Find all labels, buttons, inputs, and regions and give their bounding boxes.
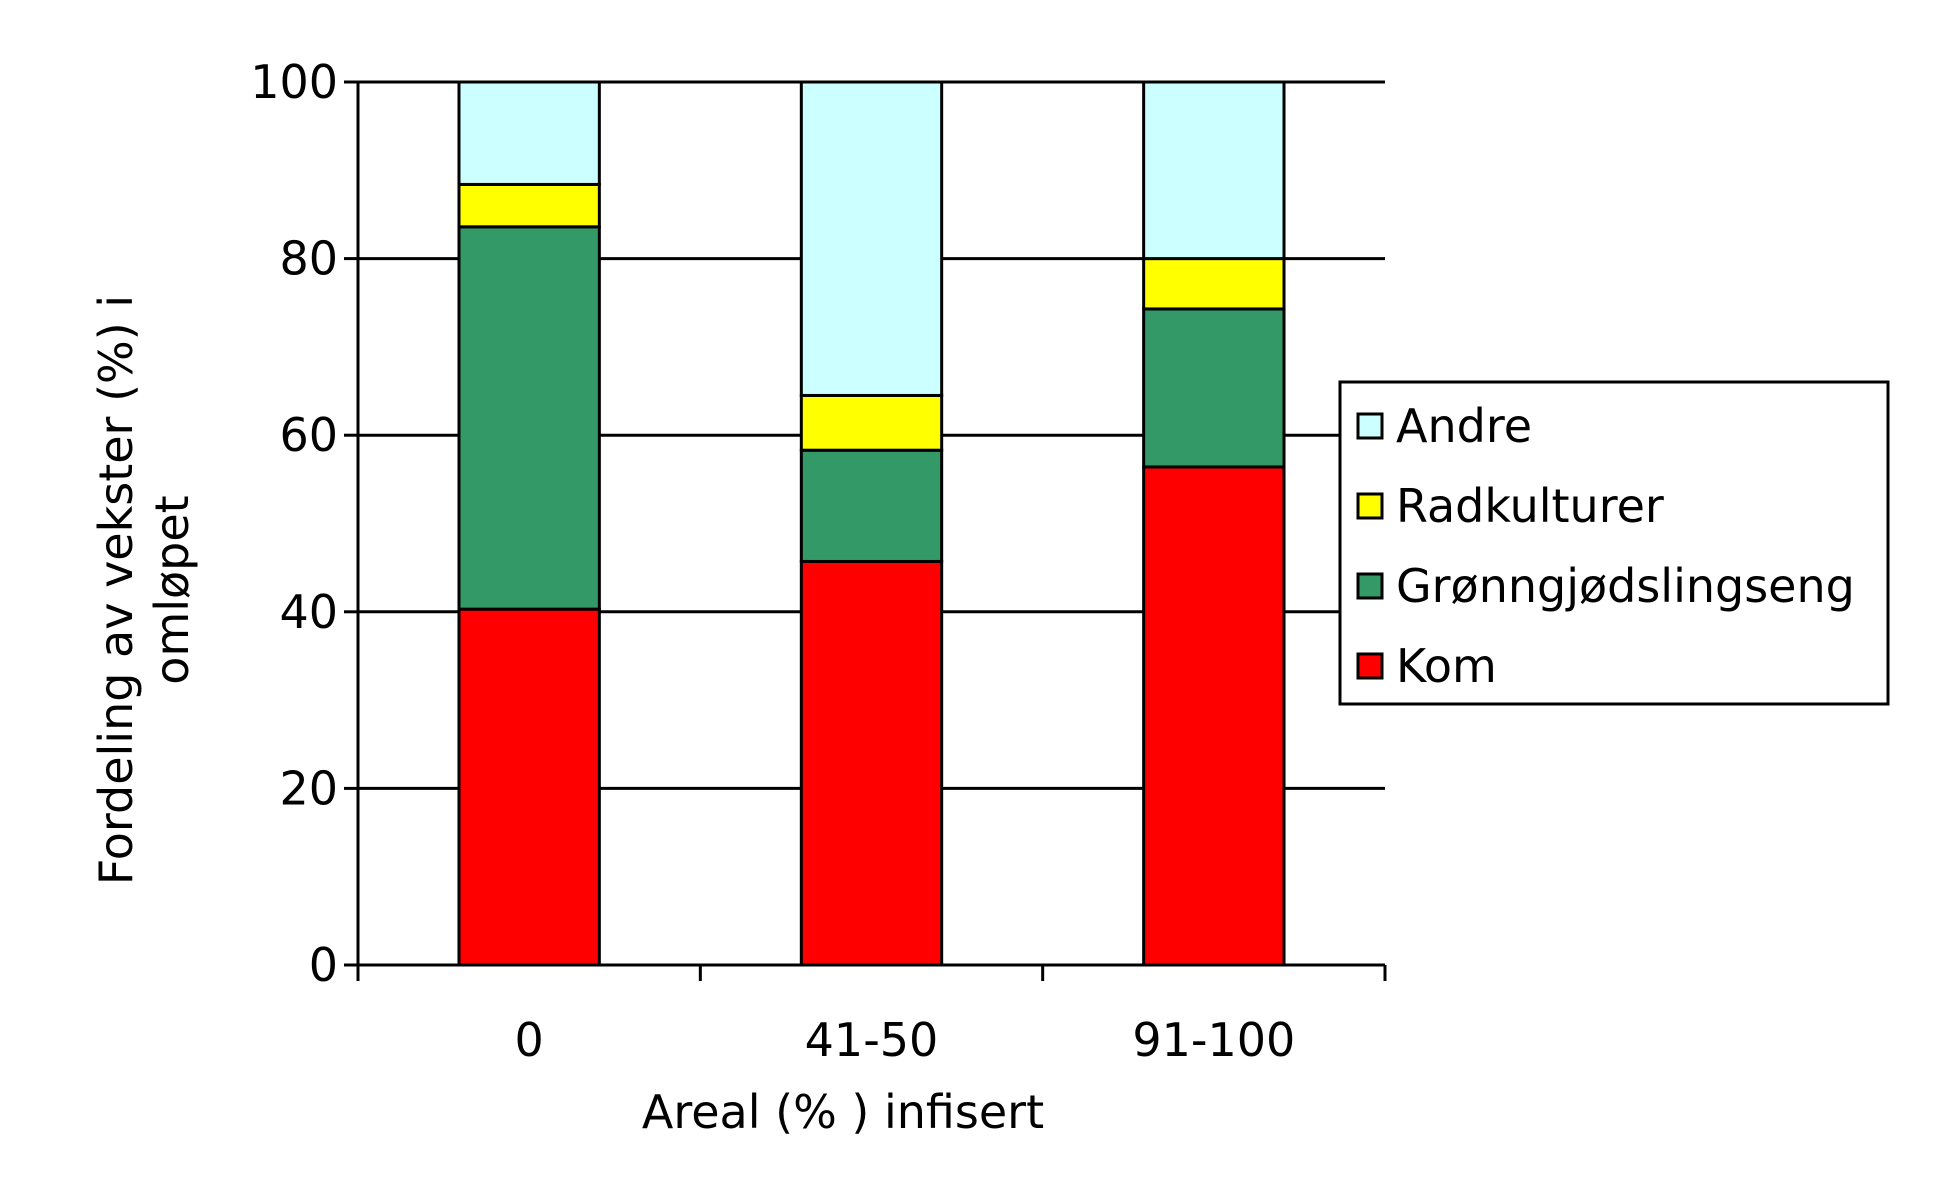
bar-andre-0 xyxy=(457,80,601,186)
bar-andre-41-50 xyxy=(799,80,944,397)
bar-radkulturer-91-100 xyxy=(1142,257,1286,311)
x-axis-label: Areal (% ) infisert xyxy=(642,1085,1044,1139)
y-axis-label-line-1: Fordeling av vekster (%) i xyxy=(89,295,143,885)
x-tick-label: 0 xyxy=(515,1013,544,1067)
bars xyxy=(457,80,1286,967)
bar-grønngjødslingseng-91-100 xyxy=(1142,307,1286,469)
y-tick-label: 0 xyxy=(309,938,338,992)
legend-label: Andre xyxy=(1396,399,1532,453)
bar-radkulturer-41-50 xyxy=(799,393,944,452)
bar-kom-91-100 xyxy=(1142,465,1286,967)
legend-label: Radkulturer xyxy=(1396,479,1664,533)
legend-box xyxy=(1338,380,1890,706)
bar-grønngjødslingseng-0 xyxy=(457,225,601,611)
legend: Andre Radkulturer Grønngjødslingseng Kom xyxy=(1338,380,1890,706)
y-tick-label: 20 xyxy=(279,761,338,815)
legend-swatch-radkulturer xyxy=(1356,492,1384,520)
bar-radkulturer-0 xyxy=(457,182,601,229)
bar-grønngjødslingseng-41-50 xyxy=(799,448,944,563)
y-tick-label: 80 xyxy=(279,232,338,286)
bar-andre-91-100 xyxy=(1142,80,1286,261)
bar-kom-41-50 xyxy=(799,559,944,967)
x-tick-label: 91-100 xyxy=(1132,1013,1295,1067)
bar-kom-0 xyxy=(457,607,601,967)
legend-swatch-andre xyxy=(1356,412,1384,440)
y-axis-label-line-2: omløpet xyxy=(145,495,199,684)
legend-swatch-kom xyxy=(1356,652,1384,680)
axes xyxy=(356,82,1387,981)
y-tick-label: 60 xyxy=(279,408,338,462)
y-tick-label: 100 xyxy=(250,55,338,109)
y-tick-label: 40 xyxy=(279,585,338,639)
y-tick-labels: 0 20 40 60 80 100 xyxy=(250,55,338,992)
x-tick-label: 41-50 xyxy=(805,1013,939,1067)
legend-label: Kom xyxy=(1396,639,1497,693)
y-axis-label: Fordeling av vekster (%) i omløpet xyxy=(89,295,199,885)
legend-label: Grønngjødslingseng xyxy=(1396,559,1855,613)
legend-swatch-grønngjødslingseng xyxy=(1356,572,1384,600)
x-tick-labels: 0 41-50 91-100 xyxy=(515,1013,1296,1067)
